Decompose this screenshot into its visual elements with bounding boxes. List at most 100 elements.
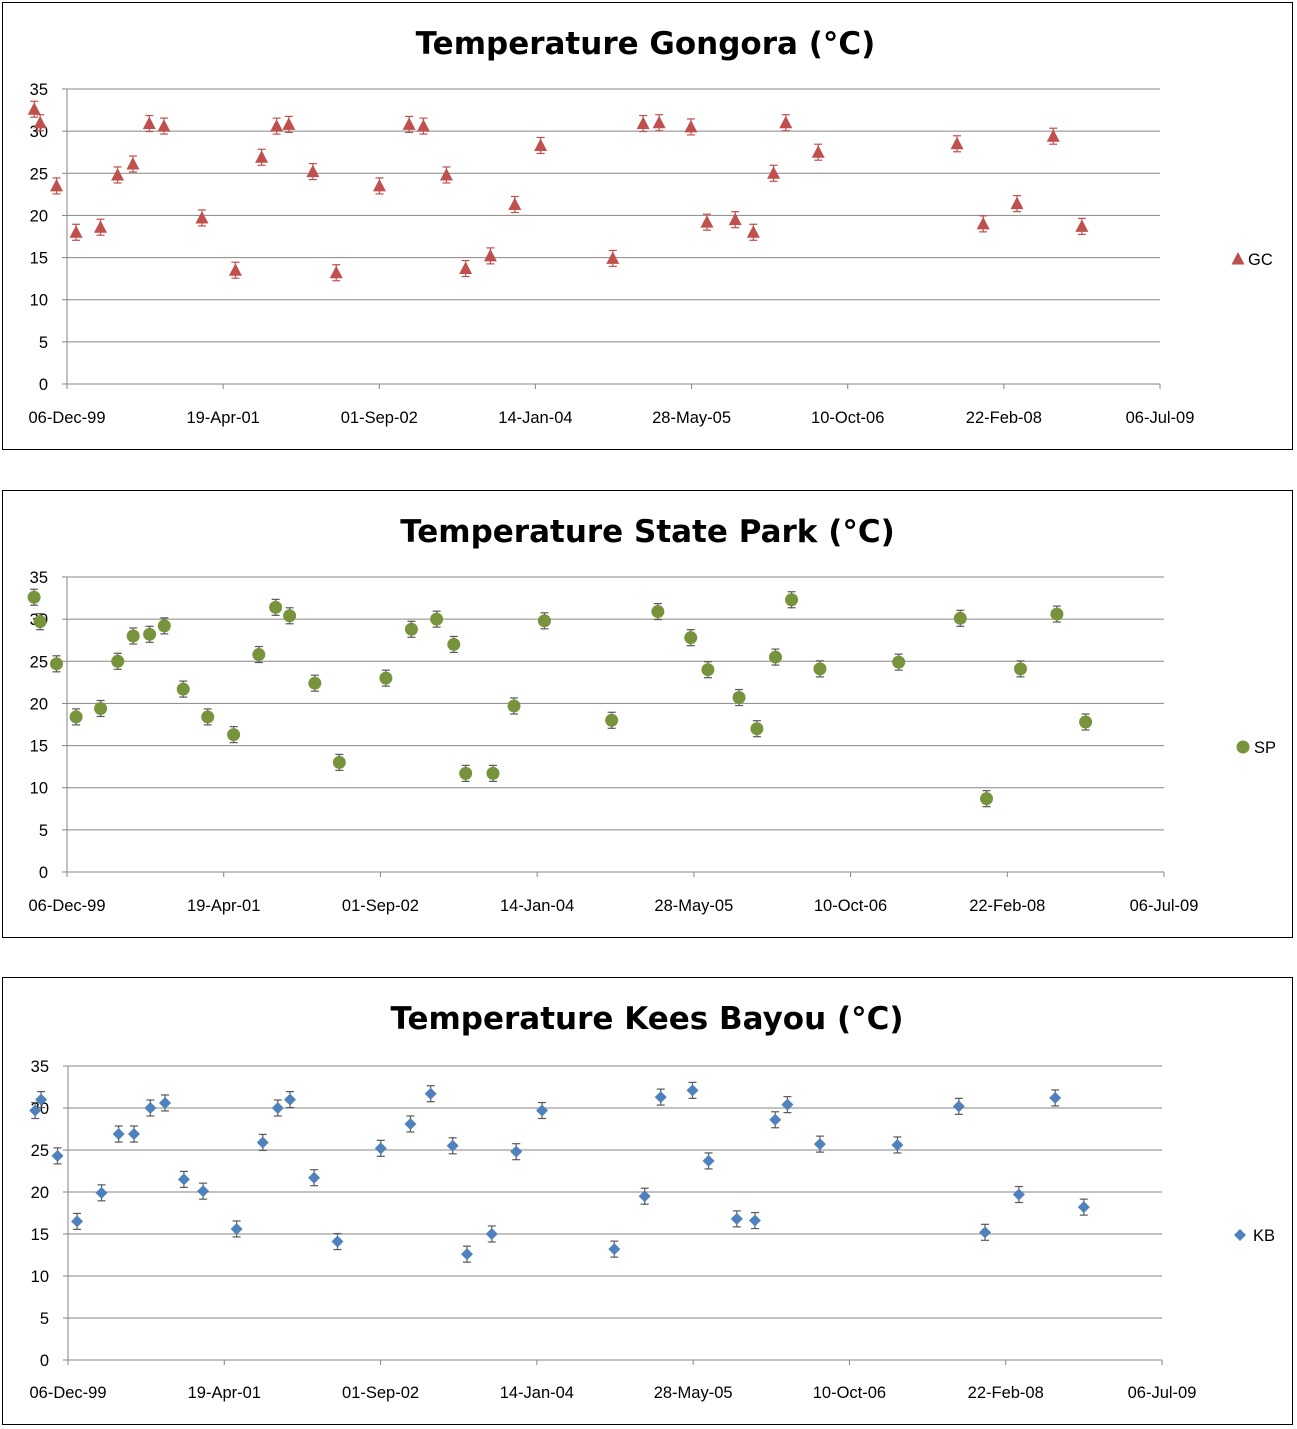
data-point bbox=[748, 1214, 761, 1227]
y-tick-label: 5 bbox=[39, 334, 48, 352]
data-point bbox=[271, 1102, 284, 1114]
chart-title: Temperature State Park (°C) bbox=[400, 514, 895, 550]
data-point bbox=[507, 699, 521, 713]
data-point bbox=[157, 619, 171, 633]
data-point bbox=[252, 648, 266, 662]
chart-panel-state-park: Temperature State Park (°C)0510152025303… bbox=[2, 490, 1293, 938]
data-point bbox=[485, 1228, 498, 1240]
y-tick-label: 20 bbox=[31, 1184, 49, 1202]
data-point bbox=[684, 631, 698, 645]
y-tick-label: 20 bbox=[30, 207, 48, 225]
data-point bbox=[976, 216, 990, 230]
data-point bbox=[439, 167, 453, 181]
data-point bbox=[27, 102, 41, 115]
data-point bbox=[284, 1093, 297, 1106]
x-tick-label: 28-May-05 bbox=[654, 897, 733, 915]
data-point bbox=[177, 1173, 190, 1186]
x-tick-label: 22-Feb-08 bbox=[969, 897, 1045, 915]
data-point bbox=[750, 722, 764, 736]
data-point bbox=[460, 1248, 473, 1261]
x-tick-label: 19-Apr-01 bbox=[186, 409, 259, 427]
data-point bbox=[69, 225, 83, 238]
data-point bbox=[892, 655, 906, 669]
data-point bbox=[49, 657, 63, 671]
data-point bbox=[980, 792, 994, 806]
data-point bbox=[952, 1100, 965, 1113]
data-point bbox=[95, 1186, 108, 1199]
data-point bbox=[306, 164, 320, 178]
data-point bbox=[686, 1084, 699, 1097]
data-point bbox=[94, 701, 108, 715]
data-point bbox=[331, 1235, 344, 1248]
data-point bbox=[459, 766, 473, 780]
x-tick-label: 01-Sep-02 bbox=[342, 897, 419, 915]
data-point bbox=[430, 612, 444, 626]
y-tick-label: 35 bbox=[30, 81, 48, 99]
x-tick-label: 06-Jul-09 bbox=[1126, 409, 1195, 427]
data-point bbox=[1010, 196, 1024, 210]
y-tick-label: 15 bbox=[30, 250, 48, 268]
x-tick-label: 06-Dec-99 bbox=[28, 409, 105, 427]
data-point bbox=[746, 225, 760, 238]
data-point bbox=[652, 115, 666, 129]
chart-svg-gongora: Temperature Gongora (°C)0510152025303506… bbox=[27, 26, 1273, 427]
x-tick-label: 06-Dec-99 bbox=[29, 1384, 106, 1402]
data-point bbox=[69, 710, 83, 724]
data-point bbox=[459, 261, 473, 275]
legend-marker bbox=[1231, 252, 1245, 265]
data-point bbox=[157, 119, 171, 132]
legend-label: SP bbox=[1254, 739, 1276, 757]
x-tick-label: 28-May-05 bbox=[652, 409, 731, 427]
chart-panel-gongora: Temperature Gongora (°C) 0 5 10 15 20 25 30 35 06… bbox=[2, 2, 1293, 450]
y-tick-label: 0 bbox=[40, 1352, 49, 1370]
data-point bbox=[732, 691, 746, 705]
data-point bbox=[126, 157, 140, 170]
data-point bbox=[176, 682, 190, 696]
y-tick-label: 20 bbox=[30, 695, 48, 713]
legend-marker bbox=[1234, 1229, 1246, 1241]
data-point bbox=[979, 1226, 992, 1239]
x-tick-label: 14-Jan-04 bbox=[500, 897, 574, 915]
data-point bbox=[510, 1145, 523, 1158]
data-point bbox=[143, 627, 157, 641]
data-point bbox=[811, 145, 825, 158]
data-point bbox=[127, 1128, 140, 1141]
data-point bbox=[813, 662, 827, 676]
x-tick-label: 14-Jan-04 bbox=[498, 409, 572, 427]
data-point bbox=[767, 166, 781, 179]
data-point bbox=[201, 710, 215, 724]
y-tick-label: 15 bbox=[30, 738, 48, 756]
data-point bbox=[329, 265, 343, 279]
data-point bbox=[1049, 1091, 1062, 1104]
data-point bbox=[1046, 129, 1060, 142]
data-point bbox=[891, 1138, 904, 1151]
x-tick-label: 22-Feb-08 bbox=[968, 1384, 1044, 1402]
x-tick-label: 01-Sep-02 bbox=[341, 409, 418, 427]
data-point bbox=[255, 150, 269, 163]
y-tick-label: 10 bbox=[30, 780, 48, 798]
legend-label: KB bbox=[1253, 1227, 1275, 1245]
data-point bbox=[142, 116, 156, 130]
y-tick-label: 15 bbox=[31, 1226, 49, 1244]
y-tick-label: 35 bbox=[30, 569, 48, 587]
x-tick-label: 10-Oct-06 bbox=[814, 897, 887, 915]
data-point bbox=[50, 178, 64, 192]
y-tick-label: 0 bbox=[39, 376, 48, 394]
data-point bbox=[684, 119, 698, 133]
x-tick-label: 01-Sep-02 bbox=[342, 1384, 419, 1402]
data-point bbox=[93, 220, 107, 233]
data-point bbox=[701, 663, 715, 677]
data-point bbox=[1075, 219, 1089, 232]
data-point bbox=[228, 263, 242, 276]
y-tick-label: 0 bbox=[39, 864, 48, 882]
data-point bbox=[159, 1096, 172, 1109]
data-point bbox=[144, 1102, 157, 1114]
data-point bbox=[51, 1149, 64, 1162]
data-point bbox=[33, 115, 47, 129]
data-point bbox=[779, 115, 793, 129]
chart-svg-kees-bayou: Temperature Kees Bayou (°C)0510152025303… bbox=[29, 1001, 1275, 1402]
data-point bbox=[374, 1142, 387, 1155]
data-point bbox=[379, 671, 393, 685]
chart-svg-state-park: Temperature State Park (°C)0510152025303… bbox=[27, 514, 1276, 915]
data-point bbox=[308, 1171, 321, 1184]
